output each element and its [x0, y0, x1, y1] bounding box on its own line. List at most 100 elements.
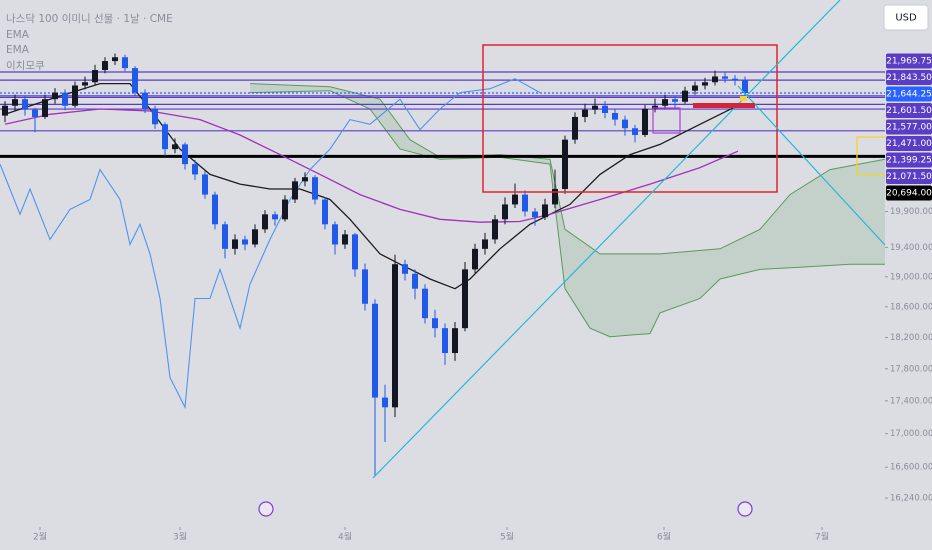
candle-body [42, 99, 48, 117]
ema-line [4, 108, 739, 223]
candle-body [602, 105, 608, 113]
candle-body [202, 174, 208, 195]
candle-body [642, 109, 648, 135]
candle-body [282, 199, 288, 220]
candle-body [552, 189, 558, 205]
candle-body [162, 124, 168, 150]
candle-body [142, 92, 148, 110]
legend-entry: EMA [6, 44, 30, 56]
candle-body [252, 229, 258, 245]
cloud-line [249, 83, 886, 255]
y-tick-label: 19,900.00 [890, 207, 932, 217]
y-tick-label: 16,240.00 [890, 494, 932, 504]
candle-body [392, 264, 398, 408]
candle-body [492, 219, 498, 240]
candle-body [622, 119, 628, 129]
chart-title: 나스닥 100 이미니 선물 · 1날 · CME [6, 13, 173, 25]
candle-body [662, 99, 668, 106]
candle-body [322, 199, 328, 225]
candle-body [572, 116, 578, 140]
y-tick-label: 18,600.00 [890, 302, 932, 312]
candle-body [692, 85, 698, 91]
candle-body [442, 328, 448, 354]
candle-body [532, 211, 538, 218]
candle-body [132, 68, 138, 93]
candle-body [742, 80, 748, 94]
candle-body [462, 269, 468, 329]
x-tick-label: 2월 [33, 531, 47, 543]
candle-body [372, 303, 378, 398]
candle-body [502, 204, 508, 220]
price-label: 20,694.00 [886, 189, 932, 199]
candle-body [712, 76, 718, 83]
candle-body [682, 90, 688, 102]
candle-body [352, 234, 358, 270]
price-label-bg [886, 169, 932, 184]
price-label: 21,471.00 [886, 139, 932, 149]
candle-body [722, 76, 728, 79]
price-label-bg [886, 70, 932, 85]
price-label-bg [886, 152, 932, 168]
candle-body [242, 239, 248, 245]
cloud-line [249, 90, 885, 338]
candle-body [302, 177, 308, 182]
event-icon[interactable] [258, 501, 274, 517]
candle-body [702, 82, 708, 86]
drawn-box [856, 136, 885, 176]
cloud-fill [250, 83, 885, 337]
y-tick-label: 19,400.00 [890, 243, 932, 253]
price-label: 21,399.25 [886, 156, 932, 166]
cloud-layer [249, 83, 886, 338]
event-icon[interactable] [737, 501, 753, 517]
candle-body [522, 194, 528, 212]
price-label-bg [886, 103, 932, 118]
currency-button[interactable] [883, 4, 929, 31]
price-label-bg [886, 119, 932, 135]
price-label-bg [886, 185, 932, 201]
candle-body [22, 99, 28, 110]
candle-body [12, 99, 18, 106]
candle-body [292, 181, 298, 200]
drawn-zone [693, 103, 755, 108]
price-label: 21,843.50 [886, 73, 932, 83]
candle-body [212, 194, 218, 225]
candle-body [652, 105, 658, 110]
legend-entry: 이치모쿠 [6, 60, 45, 72]
y-tick-label: 17,800.00 [890, 364, 932, 374]
y-tick-label: 19,000.00 [890, 272, 932, 282]
candle-body [92, 70, 98, 83]
x-tick-label: 3월 [173, 531, 187, 543]
candle-body [382, 397, 388, 408]
candle-body [112, 57, 118, 62]
candle-body [672, 99, 678, 102]
candle-body [72, 85, 78, 106]
candle-body [422, 288, 428, 319]
candle-body [472, 248, 478, 270]
candle-body [362, 269, 368, 304]
price-label: 21,601.50 [886, 106, 932, 116]
candle-body [512, 194, 518, 205]
price-label: 21,577.00 [886, 123, 932, 133]
x-tick-label: 4월 [338, 531, 352, 543]
currency-label[interactable]: USD [895, 13, 917, 24]
drawn-marker [740, 96, 747, 101]
candle-body [152, 109, 158, 125]
candle-body [562, 139, 568, 190]
candle-body [452, 328, 458, 354]
candle-body [732, 78, 738, 81]
y-tick-label: 18,200.00 [890, 333, 932, 343]
candle-body [102, 61, 108, 71]
candle-body [332, 224, 338, 245]
price-label-bg [886, 53, 932, 69]
x-tick-label: 7월 [815, 531, 829, 543]
y-tick-label: 17,400.00 [890, 396, 932, 406]
candle-body [192, 164, 198, 175]
price-label-bg [886, 136, 932, 151]
lagging-span [0, 78, 541, 410]
candle-body [542, 204, 548, 218]
y-tick-label: 16,600.00 [890, 463, 932, 473]
candle-body [182, 144, 188, 165]
candle-body [412, 273, 418, 289]
